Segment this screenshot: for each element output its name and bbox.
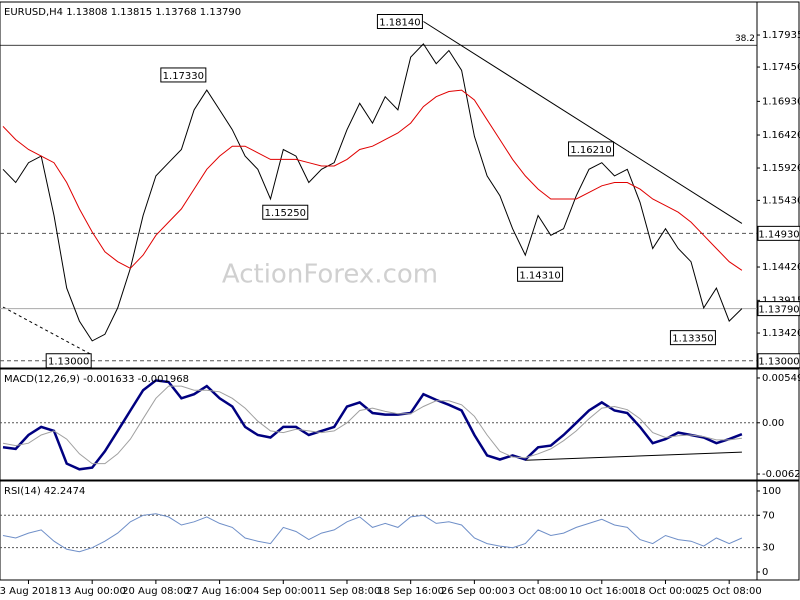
annotation-box (568, 141, 615, 157)
panel-frame (0, 480, 800, 581)
series-line (2, 385, 742, 465)
annotation-label: 1.13350 (672, 334, 713, 345)
annotation-label: 1.17330 (163, 71, 204, 82)
series-line (2, 43, 743, 342)
trendline (525, 451, 742, 461)
fib-label: 38.2 (735, 34, 755, 44)
x-tick-label: 26 Sep 00:00 (441, 586, 508, 597)
series-line (2, 89, 743, 271)
watermark: ActionForex.com (222, 260, 438, 290)
y-tick-label: 1.15920 (762, 163, 800, 174)
x-tick-label: 10 Oct 16:00 (569, 586, 634, 597)
x-tick-label: 18 Oct 00:00 (633, 586, 698, 597)
y-tick-label: 70 (762, 510, 775, 521)
y-tick-label: 100 (762, 486, 781, 497)
trendline (2, 306, 93, 356)
y-tick-label: 1.17450 (762, 62, 800, 73)
trendline (423, 21, 743, 224)
level-label: 1.14930 (758, 229, 799, 240)
y-tick-label: -0.006282 (762, 469, 800, 480)
series-line (2, 379, 743, 471)
x-tick-label: 20 Aug 08:00 (122, 586, 189, 597)
annotation-box (669, 330, 716, 346)
y-tick-label: 1.13420 (762, 328, 800, 339)
annotation-box (45, 353, 92, 369)
y-tick-label: 1.15430 (762, 195, 800, 206)
y-tick-label: 30 (762, 543, 775, 554)
last-price-box (757, 301, 800, 317)
level-label: 1.13000 (758, 357, 799, 368)
panel-frame (0, 368, 800, 481)
panel-title: EURUSD,H4 1.13808 1.13815 1.13768 1.1379… (4, 7, 241, 18)
annotation-label: 1.16210 (570, 145, 611, 156)
panel-title: RSI(14) 42.2474 (4, 486, 85, 497)
y-tick-label: 1.17935 (762, 30, 800, 41)
annotation-box (376, 14, 423, 29)
x-tick-label: 11 Sep 08:00 (314, 586, 381, 597)
y-tick-label: 0.00 (762, 418, 784, 429)
level-box (757, 225, 800, 241)
series-line (2, 513, 743, 553)
annotation-label: 1.14310 (519, 270, 560, 281)
y-tick-label: 1.14420 (762, 262, 800, 273)
annotation-box (262, 204, 309, 220)
y-tick-label: 1.13915 (762, 295, 800, 306)
annotation-label: 1.15250 (265, 208, 306, 219)
x-tick-label: 25 Oct 08:00 (697, 586, 762, 597)
y-tick-label: 1.16420 (762, 130, 800, 141)
annotation-box (160, 67, 207, 83)
y-tick-label: 1.16930 (762, 96, 800, 107)
x-tick-label: 3 Aug 2018 (0, 586, 57, 597)
x-tick-label: 4 Sep 00:00 (253, 586, 313, 597)
panel-frame (0, 1, 800, 369)
x-tick-label: 13 Aug 00:00 (58, 586, 125, 597)
annotation-label: 1.13000 (48, 357, 89, 368)
x-tick-label: 3 Oct 08:00 (509, 586, 568, 597)
annotation-label: 1.18140 (379, 18, 420, 29)
y-tick-label: 0 (762, 567, 768, 578)
last-price-label: 1.13790 (758, 305, 799, 316)
x-tick-label: 27 Aug 16:00 (186, 586, 253, 597)
y-tick-label: 0.005493 (762, 373, 800, 384)
x-tick-label: 18 Sep 16:00 (377, 586, 444, 597)
level-box (757, 353, 800, 369)
panel-title: MACD(12,26,9) -0.001633 -0.001968 (4, 374, 189, 385)
annotation-box (517, 266, 564, 282)
